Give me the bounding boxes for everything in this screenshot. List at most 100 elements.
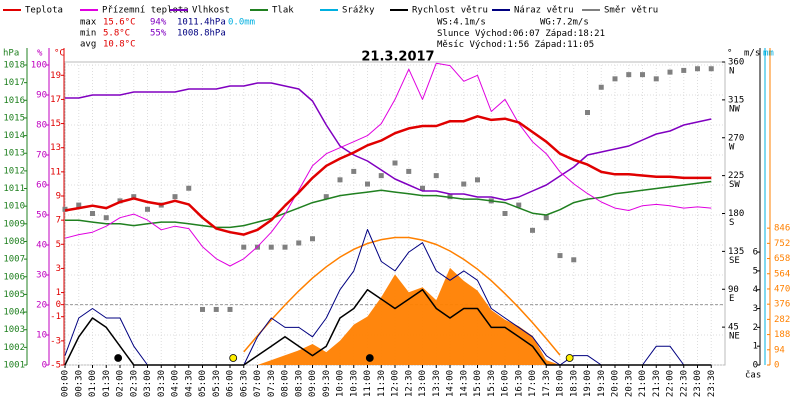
- wind-direction-point: [227, 306, 233, 312]
- y-tick-label: -3: [50, 336, 61, 346]
- x-tick-label: 00:30: [74, 370, 84, 397]
- tick-direction: S: [729, 218, 734, 228]
- x-tick-label: 09:30: [322, 370, 332, 397]
- stat-label: min: [80, 29, 96, 39]
- wind-gust-info: WG:7.2m/s: [540, 18, 589, 28]
- wind-direction-point: [186, 185, 192, 191]
- x-tick-label: 23:30: [707, 370, 717, 397]
- wind-direction-point: [323, 194, 329, 200]
- x-tick-label: 16:30: [514, 370, 524, 397]
- wind-direction-point: [557, 253, 563, 259]
- wind-direction-point: [598, 84, 604, 90]
- x-tick-label: 05:30: [212, 370, 222, 397]
- x-tick-label: 03:00: [143, 370, 153, 397]
- x-tick-label: 13:30: [432, 370, 442, 397]
- wind-direction-point: [213, 306, 219, 312]
- y-tick-label: 5: [56, 240, 61, 250]
- x-tick-label: 11:00: [363, 370, 373, 397]
- stat-label: max: [80, 18, 97, 28]
- x-tick-label: 06:00: [226, 370, 236, 397]
- x-tick-label: 04:00: [171, 370, 181, 397]
- wind-direction-point: [172, 194, 178, 200]
- y-tick-label: 1007: [3, 255, 25, 265]
- sun-set: 18:21: [578, 29, 605, 39]
- y-tick-label: 0: [56, 300, 61, 310]
- y-tick-label: 1005: [3, 290, 25, 300]
- wind-direction-point: [351, 168, 357, 174]
- y-tick-label: 1008: [3, 237, 25, 247]
- y-tick-label: 1011: [3, 184, 25, 194]
- wind-direction-point: [145, 206, 150, 212]
- y-tick-label: 658: [774, 254, 790, 264]
- y-tick-label: 188: [774, 330, 790, 340]
- wind-direction-point: [640, 72, 645, 78]
- wind-direction-point: [268, 244, 274, 250]
- y-tick-label: 60: [36, 181, 47, 191]
- tick-direction: NE: [729, 332, 740, 342]
- y-tick-label: 4: [753, 285, 758, 295]
- sun-info: Slunce Východ:06:07 Západ:18:21: [437, 29, 605, 39]
- y-tick-label: 1003: [3, 325, 25, 335]
- wind-direction-point: [530, 227, 535, 233]
- x-tick-label: 08:00: [281, 370, 291, 397]
- wind-direction-point: [241, 244, 247, 250]
- x-tick-label: 12:00: [391, 370, 401, 397]
- wind-direction-point: [571, 257, 577, 263]
- wind-direction-point: [337, 177, 343, 183]
- y-tick-label: 10: [36, 331, 47, 341]
- y-tick-label: 7: [56, 216, 61, 226]
- stat-label: avg: [80, 40, 96, 50]
- stat-rain: 0.0mm: [228, 18, 255, 28]
- wind-direction-point: [296, 240, 302, 246]
- y-tick-label: 6: [753, 248, 758, 258]
- moon-rise-marker: [114, 354, 123, 362]
- wind-direction-point: [695, 66, 700, 72]
- moon-info: Měsíc Východ:1:56 Západ:11:05: [437, 40, 594, 50]
- x-tick-label: 17:30: [542, 370, 552, 397]
- axis-label: hPa: [3, 49, 19, 59]
- y-tick-label: 2: [753, 323, 758, 333]
- wind-direction-point: [626, 72, 632, 78]
- x-tick-label: 20:00: [611, 370, 621, 397]
- x-tick-label: 01:30: [102, 370, 112, 397]
- legend-label: Vlhkost: [192, 6, 230, 16]
- y-tick-label: 1018: [3, 61, 25, 71]
- y-tick-label: 70: [36, 151, 47, 161]
- y-tick-label: 282: [774, 315, 790, 325]
- x-tick-label: 07:00: [253, 370, 263, 397]
- x-tick-label: 14:00: [446, 370, 456, 397]
- sun-set-marker: [565, 354, 574, 362]
- sun-label: Slunce: [437, 29, 470, 39]
- y-tick-label: 1001: [3, 361, 25, 371]
- y-tick-label: 1010: [3, 202, 25, 212]
- tick-direction: SW: [729, 180, 740, 190]
- wind-direction-point: [612, 76, 618, 82]
- y-tick-label: 1009: [3, 219, 25, 229]
- x-tick-label: 00:00: [61, 370, 71, 397]
- wind-direction-point: [310, 236, 315, 242]
- x-tick-label: 17:00: [528, 370, 538, 397]
- y-tick-label: -1: [50, 312, 61, 322]
- x-tick-label: 02:00: [116, 370, 126, 397]
- x-tick-label: 19:30: [597, 370, 607, 397]
- moon-label: Měsíc: [437, 40, 464, 50]
- y-tick-label: 94: [774, 345, 785, 355]
- axis-label: mm: [763, 49, 774, 59]
- y-tick-label: 90: [36, 91, 47, 101]
- wind-direction-point: [378, 173, 384, 179]
- x-tick-label: 09:00: [308, 370, 318, 397]
- y-tick-label: 9: [56, 191, 61, 201]
- wind-direction-point: [76, 202, 82, 208]
- moon-rise: 1:56: [507, 40, 529, 50]
- y-tick-label: 5: [753, 266, 758, 276]
- stat-temp: 15.6°C: [103, 18, 136, 28]
- x-tick-label: 08:30: [294, 370, 304, 397]
- wind-direction-point: [585, 110, 590, 115]
- x-tick-label: 07:30: [267, 370, 277, 397]
- wind-speed-info: WS:4.1m/s: [437, 18, 486, 28]
- x-tick-label: 13:00: [418, 370, 428, 397]
- y-tick-label: 0: [42, 361, 47, 371]
- x-tick-label: 18:00: [556, 370, 566, 397]
- stat-press: 1008.8hPa: [177, 29, 226, 39]
- y-tick-label: 225: [728, 171, 744, 181]
